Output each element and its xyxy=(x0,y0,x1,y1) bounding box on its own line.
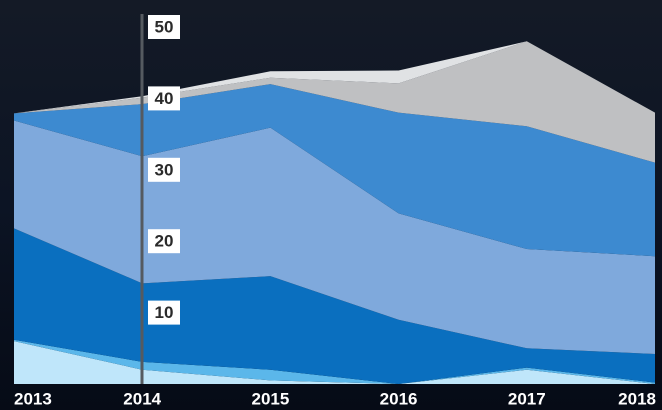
area xyxy=(14,341,655,384)
area xyxy=(14,41,655,114)
area xyxy=(14,41,655,163)
y-tick-label: 40 xyxy=(155,89,174,108)
y-tick-label: 20 xyxy=(155,232,174,251)
x-tick-label: 2013 xyxy=(14,389,52,408)
x-tick-label: 2014 xyxy=(123,389,161,408)
y-tick-box xyxy=(148,157,180,182)
y-tick-box xyxy=(148,229,180,254)
y-tick-box xyxy=(148,86,180,111)
x-tick-label: 2016 xyxy=(380,389,418,408)
y-tick-label: 50 xyxy=(155,17,174,36)
x-tick-label: 2015 xyxy=(251,389,289,408)
y-tick-label: 30 xyxy=(155,160,174,179)
x-tick-label: 2018 xyxy=(618,389,656,408)
area xyxy=(14,339,655,384)
y-ticks: 10 20 30 40 50 xyxy=(148,15,180,325)
y-tick-box xyxy=(148,300,180,325)
y-tick-label: 10 xyxy=(155,303,174,322)
area xyxy=(14,84,655,257)
area xyxy=(14,228,655,384)
y-tick-box xyxy=(148,15,180,39)
x-ticks: 2013 2014 2015 2016 2017 2018 xyxy=(14,389,656,408)
x-tick-label: 2017 xyxy=(508,389,546,408)
